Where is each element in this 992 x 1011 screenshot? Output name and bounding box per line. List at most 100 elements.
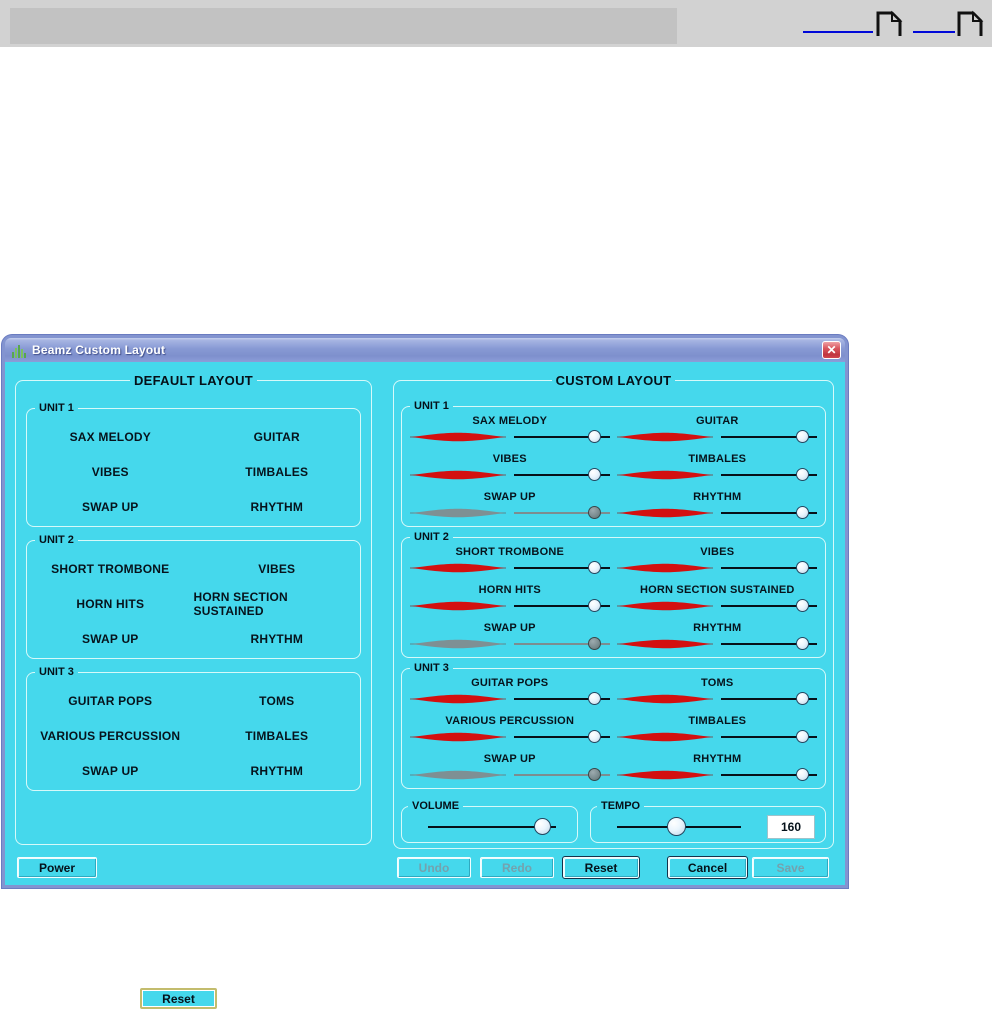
instrument-slider[interactable] bbox=[513, 599, 610, 613]
link-underline[interactable] bbox=[803, 31, 873, 33]
volume-label: VOLUME bbox=[412, 800, 460, 812]
instrument-slider[interactable] bbox=[721, 506, 818, 520]
slider-thumb[interactable] bbox=[795, 430, 809, 443]
custom-instrument-label: SWAP UP bbox=[483, 491, 536, 503]
beam-icon-red bbox=[617, 469, 714, 481]
beam-icon-red bbox=[617, 638, 714, 650]
custom-instrument-cell: TOMS bbox=[614, 676, 822, 714]
custom-unit-2: UNIT 2 SHORT TROMBONE VIBES HORN HITS HORN S… bbox=[401, 532, 826, 658]
slider-thumb[interactable] bbox=[795, 768, 809, 781]
slider-track bbox=[721, 774, 818, 776]
save-button[interactable]: Save bbox=[752, 857, 829, 878]
document-icon[interactable] bbox=[956, 10, 984, 36]
instrument-slider[interactable] bbox=[721, 637, 818, 651]
custom-instrument-cell: TIMBALES bbox=[614, 452, 822, 490]
slider-thumb[interactable] bbox=[588, 468, 602, 481]
slider-thumb[interactable] bbox=[795, 468, 809, 481]
slider-thumb[interactable] bbox=[588, 768, 602, 781]
slider-thumb[interactable] bbox=[795, 730, 809, 743]
instrument-slider[interactable] bbox=[721, 730, 818, 744]
custom-instrument-label: SAX MELODY bbox=[472, 415, 548, 427]
slider-track bbox=[721, 736, 818, 738]
slider-thumb[interactable] bbox=[588, 506, 602, 519]
power-button[interactable]: Power bbox=[17, 857, 97, 878]
redo-button[interactable]: Redo bbox=[480, 857, 554, 878]
slider-thumb[interactable] bbox=[588, 730, 602, 743]
custom-instrument-label: HORN HITS bbox=[478, 584, 541, 596]
slider-thumb[interactable] bbox=[588, 637, 602, 650]
beam-slider-row bbox=[617, 767, 818, 783]
cancel-button[interactable]: Cancel bbox=[667, 856, 748, 879]
document-icon[interactable] bbox=[875, 10, 903, 36]
instrument-slider[interactable] bbox=[513, 768, 610, 782]
slider-thumb[interactable] bbox=[588, 561, 602, 574]
instrument-slider[interactable] bbox=[721, 468, 818, 482]
default-instrument-label: SAX MELODY bbox=[69, 429, 151, 444]
undo-button[interactable]: Undo bbox=[397, 857, 471, 878]
custom-instrument-cell: VIBES bbox=[406, 452, 614, 490]
custom-instrument-cell: TIMBALES bbox=[614, 714, 822, 752]
custom-layout-panel: CUSTOM LAYOUT UNIT 1 SAX MELODY GUITAR VIBE… bbox=[393, 374, 834, 849]
beam-icon-red bbox=[617, 431, 714, 443]
custom-instrument-cell: HORN HITS bbox=[406, 583, 614, 621]
instrument-slider[interactable] bbox=[721, 692, 818, 706]
instrument-slider[interactable] bbox=[513, 561, 610, 575]
volume-slider[interactable] bbox=[428, 818, 556, 836]
instrument-slider[interactable] bbox=[721, 768, 818, 782]
default-instrument-label: SWAP UP bbox=[81, 763, 139, 778]
link-underline[interactable] bbox=[913, 31, 955, 33]
beam-slider-row bbox=[617, 429, 818, 445]
tempo-value-box[interactable]: 160 bbox=[767, 815, 815, 839]
default-instrument-label: VIBES bbox=[258, 561, 296, 576]
close-button[interactable]: ✕ bbox=[822, 341, 841, 359]
instrument-slider[interactable] bbox=[721, 561, 818, 575]
instrument-slider[interactable] bbox=[721, 430, 818, 444]
reset-button[interactable]: Reset bbox=[562, 856, 640, 879]
custom-unit-1: UNIT 1 SAX MELODY GUITAR VIBES TIMBALES SWAP … bbox=[401, 401, 826, 527]
slider-thumb[interactable] bbox=[795, 599, 809, 612]
custom-instrument-label: GUITAR POPS bbox=[471, 677, 549, 689]
slider-thumb[interactable] bbox=[666, 817, 686, 836]
slider-track bbox=[721, 643, 818, 645]
slider-track bbox=[513, 512, 610, 514]
custom-instrument-label: TIMBALES bbox=[688, 715, 747, 727]
slider-track bbox=[513, 643, 610, 645]
instrument-slider[interactable] bbox=[513, 506, 610, 520]
slider-track bbox=[513, 774, 610, 776]
instrument-slider[interactable] bbox=[513, 468, 610, 482]
default-instrument-label: TOMS bbox=[259, 693, 295, 708]
custom-instrument-cell: SAX MELODY bbox=[406, 414, 614, 452]
slider-thumb[interactable] bbox=[795, 692, 809, 705]
instrument-slider[interactable] bbox=[513, 692, 610, 706]
custom-instrument-cell: RHYTHM bbox=[614, 621, 822, 659]
slider-thumb[interactable] bbox=[795, 506, 809, 519]
tempo-group: TEMPO 160 bbox=[590, 801, 826, 843]
beam-icon-red bbox=[617, 507, 714, 519]
custom-instrument-label: TIMBALES bbox=[688, 453, 747, 465]
beam-icon-gray bbox=[409, 638, 506, 650]
slider-thumb[interactable] bbox=[795, 637, 809, 650]
default-instrument-label: VIBES bbox=[91, 464, 129, 479]
slider-thumb[interactable] bbox=[795, 561, 809, 574]
custom-unit-grid: SAX MELODY GUITAR VIBES TIMBALES SWAP UP RHYT… bbox=[402, 412, 825, 528]
custom-instrument-cell: HORN SECTION SUSTAINED bbox=[614, 583, 822, 621]
slider-thumb[interactable] bbox=[534, 818, 552, 835]
default-unit-3: UNIT 3 GUITAR POPS TOMS VARIOUS PERCUSSION T… bbox=[26, 667, 361, 791]
standalone-reset-button[interactable]: Reset bbox=[140, 988, 217, 1009]
custom-instrument-label: SHORT TROMBONE bbox=[455, 546, 565, 558]
window-titlebar[interactable]: Beamz Custom Layout ✕ bbox=[5, 338, 845, 362]
slider-track bbox=[721, 567, 818, 569]
custom-units-container: UNIT 1 SAX MELODY GUITAR VIBES TIMBALES SWAP … bbox=[401, 401, 826, 843]
slider-thumb[interactable] bbox=[588, 430, 602, 443]
slider-thumb[interactable] bbox=[588, 692, 602, 705]
instrument-slider[interactable] bbox=[513, 430, 610, 444]
instrument-slider[interactable] bbox=[721, 599, 818, 613]
slider-track bbox=[513, 474, 610, 476]
custom-instrument-cell: SWAP UP bbox=[406, 752, 614, 790]
slider-thumb[interactable] bbox=[588, 599, 602, 612]
slider-track bbox=[721, 698, 818, 700]
instrument-slider[interactable] bbox=[513, 730, 610, 744]
tempo-slider[interactable] bbox=[617, 817, 741, 837]
custom-instrument-cell: VIBES bbox=[614, 545, 822, 583]
instrument-slider[interactable] bbox=[513, 637, 610, 651]
